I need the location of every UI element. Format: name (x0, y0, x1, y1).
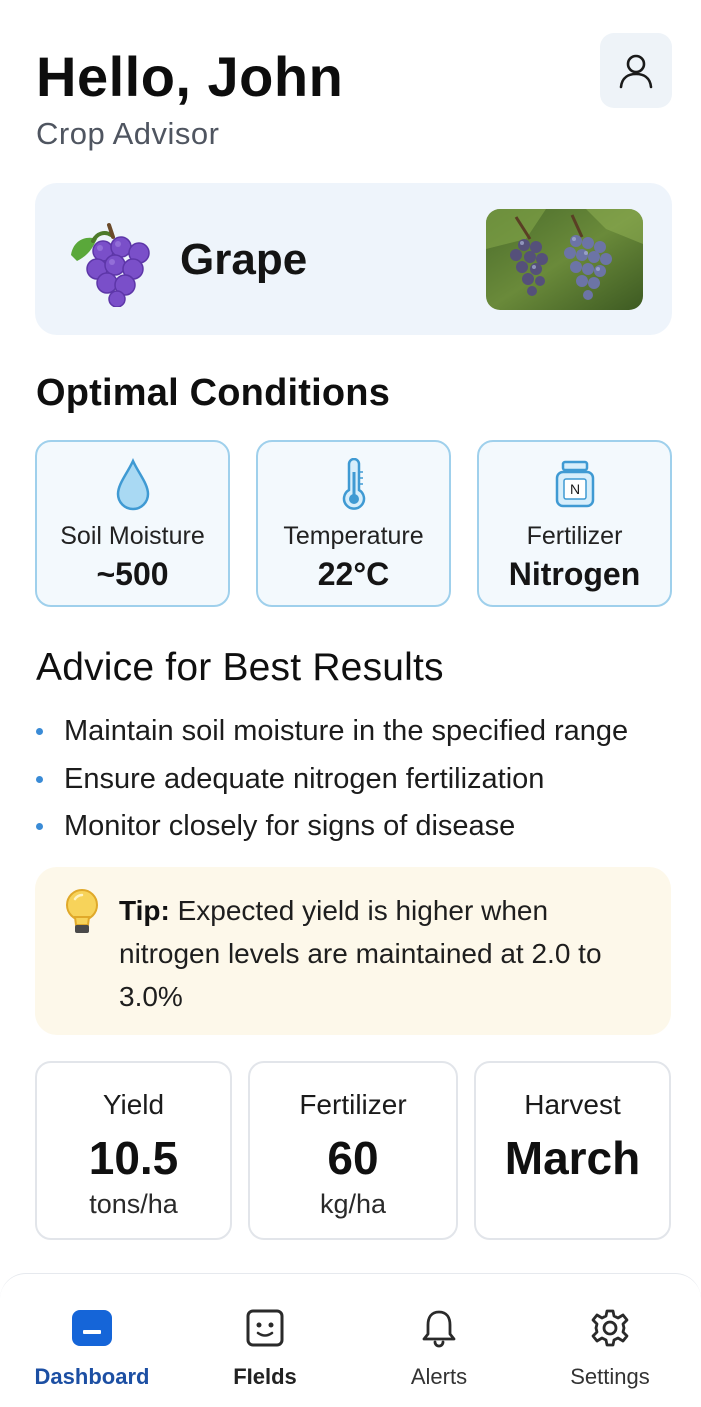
condition-value: 22°C (317, 556, 390, 592)
condition-label: Soil Moisture (60, 522, 205, 550)
header: Hello, John Crop Advisor (36, 33, 672, 164)
stat-unit: tons/ha (89, 1189, 178, 1219)
nav-item-settings[interactable]: Settings (535, 1304, 685, 1390)
gear-icon (591, 1309, 629, 1347)
tip-label: Tip: (119, 895, 170, 926)
profile-button[interactable] (600, 33, 672, 108)
crop-card[interactable]: Grape (35, 183, 672, 335)
optimal-conditions-heading: Optimal Conditions (36, 372, 391, 414)
advice-text: Ensure adequate nitrogen fertilization (64, 762, 545, 795)
condition-value: Nitrogen (508, 556, 641, 592)
fertilizer-jar-letter: N (569, 481, 579, 497)
nav-label: Alerts (410, 1364, 468, 1389)
nav-label: FIelds (233, 1364, 297, 1389)
nav-label: Settings (570, 1364, 650, 1389)
bullet-dot (36, 775, 43, 783)
list-item: Monitor closely for signs of disease (36, 805, 676, 853)
user-icon (619, 54, 653, 88)
lightbulb-icon (66, 889, 98, 933)
advice-text: Monitor closely for signs of disease (64, 810, 516, 842)
list-item: Ensure adequate nitrogen fertilization (36, 758, 676, 806)
nav-item-alerts[interactable]: Alerts (364, 1304, 514, 1390)
condition-card-soil-moisture[interactable]: Soil Moisture ~500 (35, 440, 230, 607)
crop-name: Grape (180, 235, 308, 284)
fertilizer-jar-icon: N (555, 460, 594, 508)
stat-value: 10.5 (88, 1132, 179, 1184)
tip-text: Tip: Expected yield is higher when nitro… (119, 889, 639, 1018)
condition-label: Fertilizer (526, 522, 623, 550)
stat-label: Yield (102, 1089, 165, 1120)
nav-item-fields[interactable]: FIelds (190, 1304, 340, 1390)
nav-label: Dashboard (34, 1364, 150, 1389)
grape-cluster-photo (486, 209, 643, 310)
stat-card-yield[interactable]: Yield 10.5 tons/ha (35, 1061, 232, 1240)
dashboard-icon (72, 1310, 112, 1346)
stat-card-fertilizer[interactable]: Fertilizer 60 kg/ha (248, 1061, 458, 1240)
page-title: Hello, John (36, 45, 344, 108)
nav-item-dashboard[interactable]: Dashboard (17, 1304, 167, 1390)
water-drop-icon (116, 458, 149, 511)
condition-label: Temperature (283, 522, 424, 550)
thermometer-icon (342, 458, 365, 510)
bell-icon (422, 1310, 456, 1348)
stat-card-harvest[interactable]: Harvest March (474, 1061, 671, 1240)
tip-body: Expected yield is higher when nitrogen l… (119, 895, 602, 1012)
bullet-dot (36, 728, 43, 735)
stat-label: Fertilizer (299, 1089, 407, 1120)
stat-value: March (504, 1132, 641, 1184)
tip-card: Tip: Expected yield is higher when nitro… (35, 867, 671, 1035)
list-item: Maintain soil moisture in the specified … (36, 710, 676, 758)
condition-card-fertilizer[interactable]: N Fertilizer Nitrogen (477, 440, 672, 607)
fields-icon (246, 1309, 284, 1347)
condition-value: ~500 (96, 556, 169, 592)
advice-text: Maintain soil moisture in the specified … (64, 715, 629, 747)
bullet-dot (36, 823, 43, 830)
advice-list: Maintain soil moisture in the specified … (36, 710, 676, 853)
advice-heading: Advice for Best Results (36, 646, 444, 689)
stat-label: Harvest (524, 1089, 621, 1120)
stat-unit: kg/ha (319, 1189, 387, 1219)
condition-card-temperature[interactable]: Temperature 22°C (256, 440, 451, 607)
stat-value: 60 (327, 1132, 379, 1184)
grape-icon (71, 223, 150, 307)
bottom-nav: Dashboard FIelds Alerts (0, 1273, 701, 1407)
page-subtitle: Crop Advisor (36, 116, 220, 151)
